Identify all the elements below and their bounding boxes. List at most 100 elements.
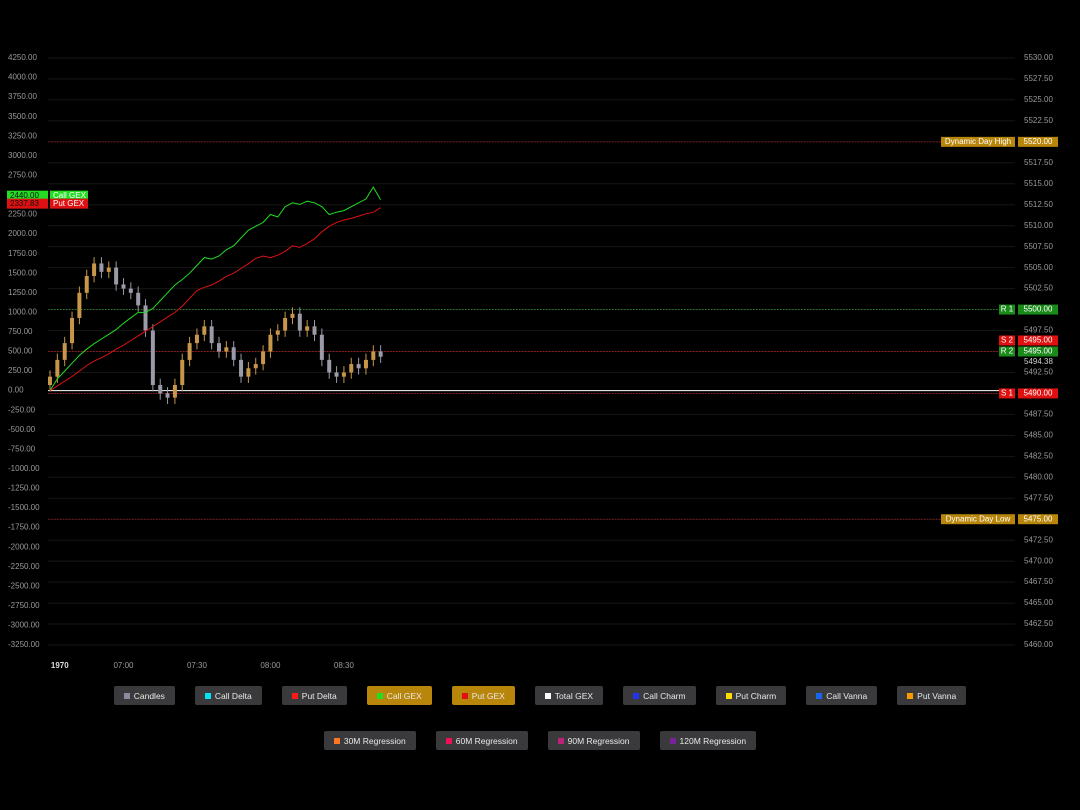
level-value: 5495.00 (1024, 347, 1053, 356)
button-label: 30M Regression (343, 735, 406, 746)
level-name-box (941, 514, 1015, 525)
toggle-button[interactable]: Put Vanna (897, 686, 967, 705)
candle-body (312, 326, 317, 335)
y2-tick-label: 5472.50 (1024, 535, 1053, 544)
series-value-label: 2440.00 (10, 191, 39, 200)
candle-body (334, 372, 339, 377)
button-label: 90M Regression (567, 735, 630, 746)
y-tick-label: 3500.00 (8, 112, 37, 121)
button-label: Call Vanna (826, 690, 868, 701)
candle-body (261, 351, 266, 365)
candle-body (158, 385, 163, 394)
y2-tick-label: 5525.00 (1024, 95, 1053, 104)
y2-tick-label: 5467.50 (1024, 577, 1053, 586)
swatch (376, 692, 383, 699)
toggle-button[interactable]: Candles (113, 686, 175, 705)
swatch (633, 692, 640, 699)
candle-body (305, 326, 310, 331)
button-label: Put Charm (735, 690, 777, 701)
candle-body (231, 347, 236, 360)
y2-tick-label: 5502.50 (1024, 284, 1053, 293)
button-label: Call Charm (643, 690, 686, 701)
button-label: Put GEX (471, 690, 505, 701)
x-tick-label: 07:30 (187, 661, 208, 670)
candle-body (327, 359, 332, 373)
candle-body (128, 288, 133, 293)
candle-body (349, 364, 354, 373)
button-label: Put Vanna (917, 690, 957, 701)
button-label: Call GEX (386, 690, 422, 701)
y-tick-label: 2750.00 (8, 171, 37, 180)
toggle-button[interactable]: Put Charm (715, 686, 787, 705)
swatch (461, 692, 468, 699)
candle-body (371, 351, 376, 360)
series-value-box (7, 198, 48, 209)
candle-body (77, 292, 82, 318)
candle-body (216, 343, 221, 352)
candle-body (275, 330, 280, 335)
control-row: Candles Call Delta Put Delta Call GEX Put GE… (0, 686, 1080, 705)
x-tick-label: 07:00 (113, 661, 134, 670)
y-tick-label: 1500.00 (8, 268, 37, 277)
swatch (291, 692, 298, 699)
y2-tick-label: 5477.50 (1024, 493, 1053, 502)
level-value: 5490.00 (1024, 389, 1053, 398)
toggle-button[interactable]: Call Charm (623, 686, 696, 705)
level-value-box (1018, 335, 1058, 346)
toggle-button[interactable]: 30M Regression (323, 731, 416, 750)
swatch (445, 737, 452, 744)
candle-body (290, 313, 295, 318)
candle-body (187, 343, 192, 360)
y-tick-label: -2750.00 (8, 601, 40, 610)
toggle-button[interactable]: Call Vanna (806, 686, 878, 705)
y2-tick-label: 5517.50 (1024, 158, 1053, 167)
y-tick-label: 3750.00 (8, 92, 37, 101)
toggle-button[interactable]: Call GEX (366, 686, 432, 705)
swatch (816, 692, 823, 699)
candle-body (92, 263, 97, 277)
toggle-button[interactable]: 60M Regression (435, 731, 528, 750)
toggle-button[interactable]: Total GEX (534, 686, 604, 705)
level-name: S 1 (1001, 389, 1014, 398)
y2-tick-label: 5480.00 (1024, 472, 1053, 481)
level-value: 5475.00 (1024, 514, 1053, 523)
level-value: 5520.00 (1024, 137, 1053, 146)
y-tick-label: 4250.00 (8, 53, 37, 62)
button-label: Candles (133, 690, 165, 701)
toggle-button[interactable]: Put GEX (451, 686, 515, 705)
button-label: Put Delta (301, 690, 337, 701)
swatch (123, 692, 130, 699)
level-value-box (1018, 346, 1058, 357)
swatch (204, 692, 211, 699)
y-tick-label: 4000.00 (8, 73, 37, 82)
series-value-box (7, 190, 48, 201)
candle-body (180, 359, 185, 386)
y-tick-label: 0.00 (8, 386, 24, 395)
y-tick-label: -2500.00 (8, 581, 40, 590)
toggle-button[interactable]: Call Delta (194, 686, 262, 705)
series-name-label: Call GEX (53, 191, 87, 200)
toggle-button[interactable]: 120M Regression (659, 731, 757, 750)
swatch (333, 737, 340, 744)
candle-body (341, 372, 346, 377)
button-label: Total GEX (554, 690, 594, 701)
level-name-box (941, 136, 1015, 147)
y2-tick-label: 5465.00 (1024, 598, 1053, 607)
candle-body (283, 317, 288, 331)
candle-body (253, 364, 258, 369)
button-label: 120M Regression (679, 735, 747, 746)
candle-body (268, 334, 273, 352)
candle-body (239, 359, 244, 377)
y-tick-label: 1750.00 (8, 249, 37, 258)
last-price-label: 5494.38 (1024, 357, 1053, 366)
y-tick-label: -250.00 (8, 405, 36, 414)
toggle-button[interactable]: 90M Regression (547, 731, 640, 750)
candle-body (194, 334, 199, 344)
candle-body (99, 263, 104, 272)
swatch (725, 692, 732, 699)
y-tick-label: -1000.00 (8, 464, 40, 473)
candle-body (62, 343, 67, 360)
toggle-button[interactable]: Put Delta (281, 686, 347, 705)
y2-tick-label: 5470.00 (1024, 556, 1053, 565)
